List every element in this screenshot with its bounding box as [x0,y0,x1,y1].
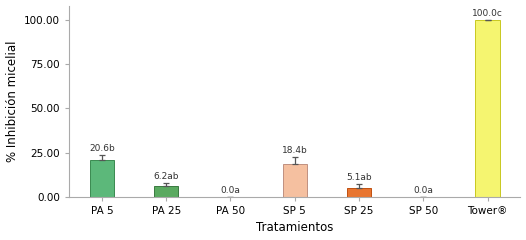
Text: 0.0a: 0.0a [220,186,240,195]
Text: 18.4b: 18.4b [282,146,308,155]
Y-axis label: % Inhibición micelial: % Inhibición micelial [6,41,18,162]
Bar [282,164,307,197]
Bar [476,20,500,197]
Text: 5.1ab: 5.1ab [346,173,372,182]
Text: 100.0c: 100.0c [472,9,503,18]
Bar [154,186,178,197]
Text: 20.6b: 20.6b [89,144,115,153]
Bar [347,188,371,197]
Text: 0.0a: 0.0a [413,186,433,195]
Bar [89,160,114,197]
Text: 6.2ab: 6.2ab [154,172,179,180]
X-axis label: Tratamientos: Tratamientos [256,222,333,234]
